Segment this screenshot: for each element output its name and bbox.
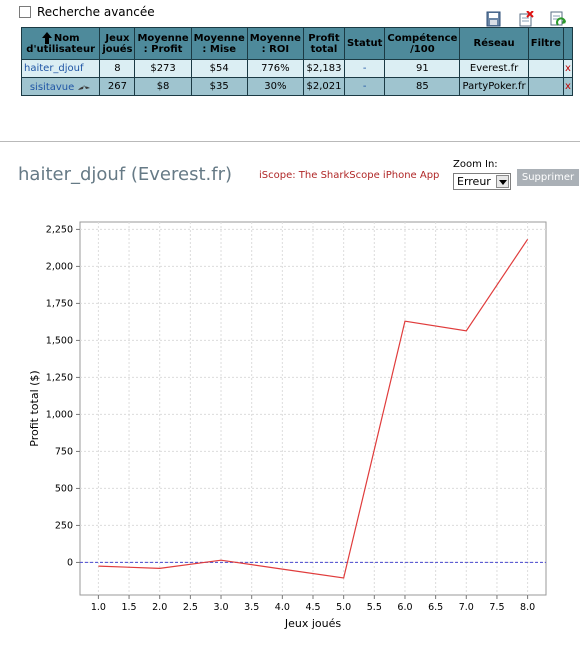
player-title: haiter_djouf (Everest.fr)	[18, 164, 232, 185]
zoom-select[interactable]: Erreur	[453, 173, 511, 190]
avg-profit-cell: $8	[134, 77, 192, 96]
username-link[interactable]: sisitavue	[20, 77, 101, 96]
y-tick-label: 750	[55, 446, 73, 457]
x-tick-label: 8.0	[520, 602, 535, 613]
advanced-search[interactable]: Recherche avancée	[19, 5, 155, 19]
sort-up-arrow-icon[interactable]	[41, 32, 52, 44]
y-tick-label: 1,250	[46, 372, 73, 383]
refresh-icon[interactable]	[550, 11, 566, 27]
y-tick-label: 0	[67, 557, 73, 568]
x-tick-label: 3.5	[244, 602, 259, 613]
col-avg-roi[interactable]: Moyenne : ROI	[246, 27, 304, 60]
network-cell: Everest.fr	[459, 59, 529, 78]
col-games[interactable]: Jeux joués	[99, 27, 136, 60]
y-tick-label: 1,500	[46, 335, 73, 346]
y-tick-label: 250	[55, 520, 73, 531]
avg-roi-cell: 776%	[246, 59, 304, 78]
y-tick-label: 1,750	[46, 298, 73, 309]
skill-cell: 85	[384, 77, 461, 96]
y-tick-label: 2,000	[46, 261, 73, 272]
iscope-link[interactable]: iScope: The SharkScope iPhone App	[259, 170, 440, 181]
y-tick-label: 500	[55, 483, 73, 494]
results-table: Nom d'utilisateur Jeux joués Moyenne : P…	[20, 27, 574, 96]
username-text[interactable]: sisitavue	[29, 81, 75, 93]
shark-icon	[78, 84, 91, 90]
delete-icon[interactable]	[518, 11, 534, 27]
total-profit-cell: $2,021	[302, 77, 345, 96]
col-status[interactable]: Statut	[343, 27, 386, 60]
plot-area	[79, 221, 547, 596]
x-tick-label: 1.5	[121, 602, 136, 613]
chevron-down-icon[interactable]	[496, 175, 509, 188]
x-tick-label: 7.5	[489, 602, 504, 613]
games-cell: 8	[99, 59, 136, 78]
table-toolbar	[486, 11, 566, 29]
col-username[interactable]: Nom d'utilisateur	[20, 27, 101, 60]
skill-cell: 91	[384, 59, 461, 78]
col-skill[interactable]: Compétence /100	[384, 27, 461, 60]
x-axis-label: Jeux joués	[284, 617, 342, 630]
col-avg-profit[interactable]: Moyenne : Profit	[134, 27, 192, 60]
avg-stake-cell: $54	[190, 59, 248, 78]
zoom-select-value: Erreur	[457, 175, 491, 188]
advanced-search-checkbox[interactable]	[19, 6, 31, 18]
col-network[interactable]: Réseau	[459, 27, 529, 60]
section-divider	[0, 141, 580, 142]
zoom-label: Zoom In:	[453, 159, 498, 170]
x-tick-label: 3.0	[213, 602, 228, 613]
col-avg-stake[interactable]: Moyenne : Mise	[190, 27, 248, 60]
advanced-search-label: Recherche avancée	[37, 5, 155, 19]
clear-button[interactable]: Supprimer	[517, 169, 579, 186]
status-cell: -	[343, 77, 386, 96]
table-row: haiter_djouf 8 $273 $54 776% $2,183 - 91…	[20, 59, 574, 78]
y-tick-label: 1,000	[46, 409, 73, 420]
y-tick-label: 2,250	[46, 224, 73, 235]
save-icon[interactable]	[486, 11, 502, 27]
x-tick-label: 6.5	[428, 602, 443, 613]
x-tick-label: 5.5	[367, 602, 382, 613]
remove-row-button[interactable]: x	[562, 59, 574, 78]
x-tick-label: 5.0	[336, 602, 351, 613]
x-tick-label: 6.0	[397, 602, 412, 613]
filter-cell[interactable]	[527, 77, 564, 96]
profit-series-line	[98, 238, 529, 579]
x-tick-label: 2.5	[183, 602, 198, 613]
x-tick-label: 7.0	[459, 602, 474, 613]
col-total-profit[interactable]: Profit total	[302, 27, 345, 60]
remove-row-button[interactable]: x	[562, 77, 574, 96]
avg-roi-cell: 30%	[246, 77, 304, 96]
total-profit-cell: $2,183	[302, 59, 345, 78]
x-tick-label: 1.0	[91, 602, 106, 613]
y-axis-label: Profit total ($)	[28, 370, 41, 446]
avg-stake-cell: $35	[190, 77, 248, 96]
username-link[interactable]: haiter_djouf	[20, 59, 101, 78]
table-header-row: Nom d'utilisateur Jeux joués Moyenne : P…	[20, 27, 574, 60]
x-tick-label: 2.0	[152, 602, 167, 613]
col-delete	[562, 27, 574, 60]
col-filter[interactable]: Filtre	[527, 27, 564, 60]
table-row: sisitavue 267 $8 $35 30% $2,021 - 85 Par…	[20, 77, 574, 96]
x-tick-label: 4.5	[305, 602, 320, 613]
status-cell: -	[343, 59, 386, 78]
x-tick-label: 4.0	[275, 602, 290, 613]
filter-cell[interactable]	[527, 59, 564, 78]
games-cell: 267	[99, 77, 136, 96]
profit-chart: 1.0 1.5 2.0 2.5 3.0 3.5 4.0 4.5 5.0 5.5 6.0 6.5 7.0 7…	[28, 221, 547, 630]
network-cell: PartyPoker.fr	[459, 77, 529, 96]
avg-profit-cell: $273	[134, 59, 192, 78]
